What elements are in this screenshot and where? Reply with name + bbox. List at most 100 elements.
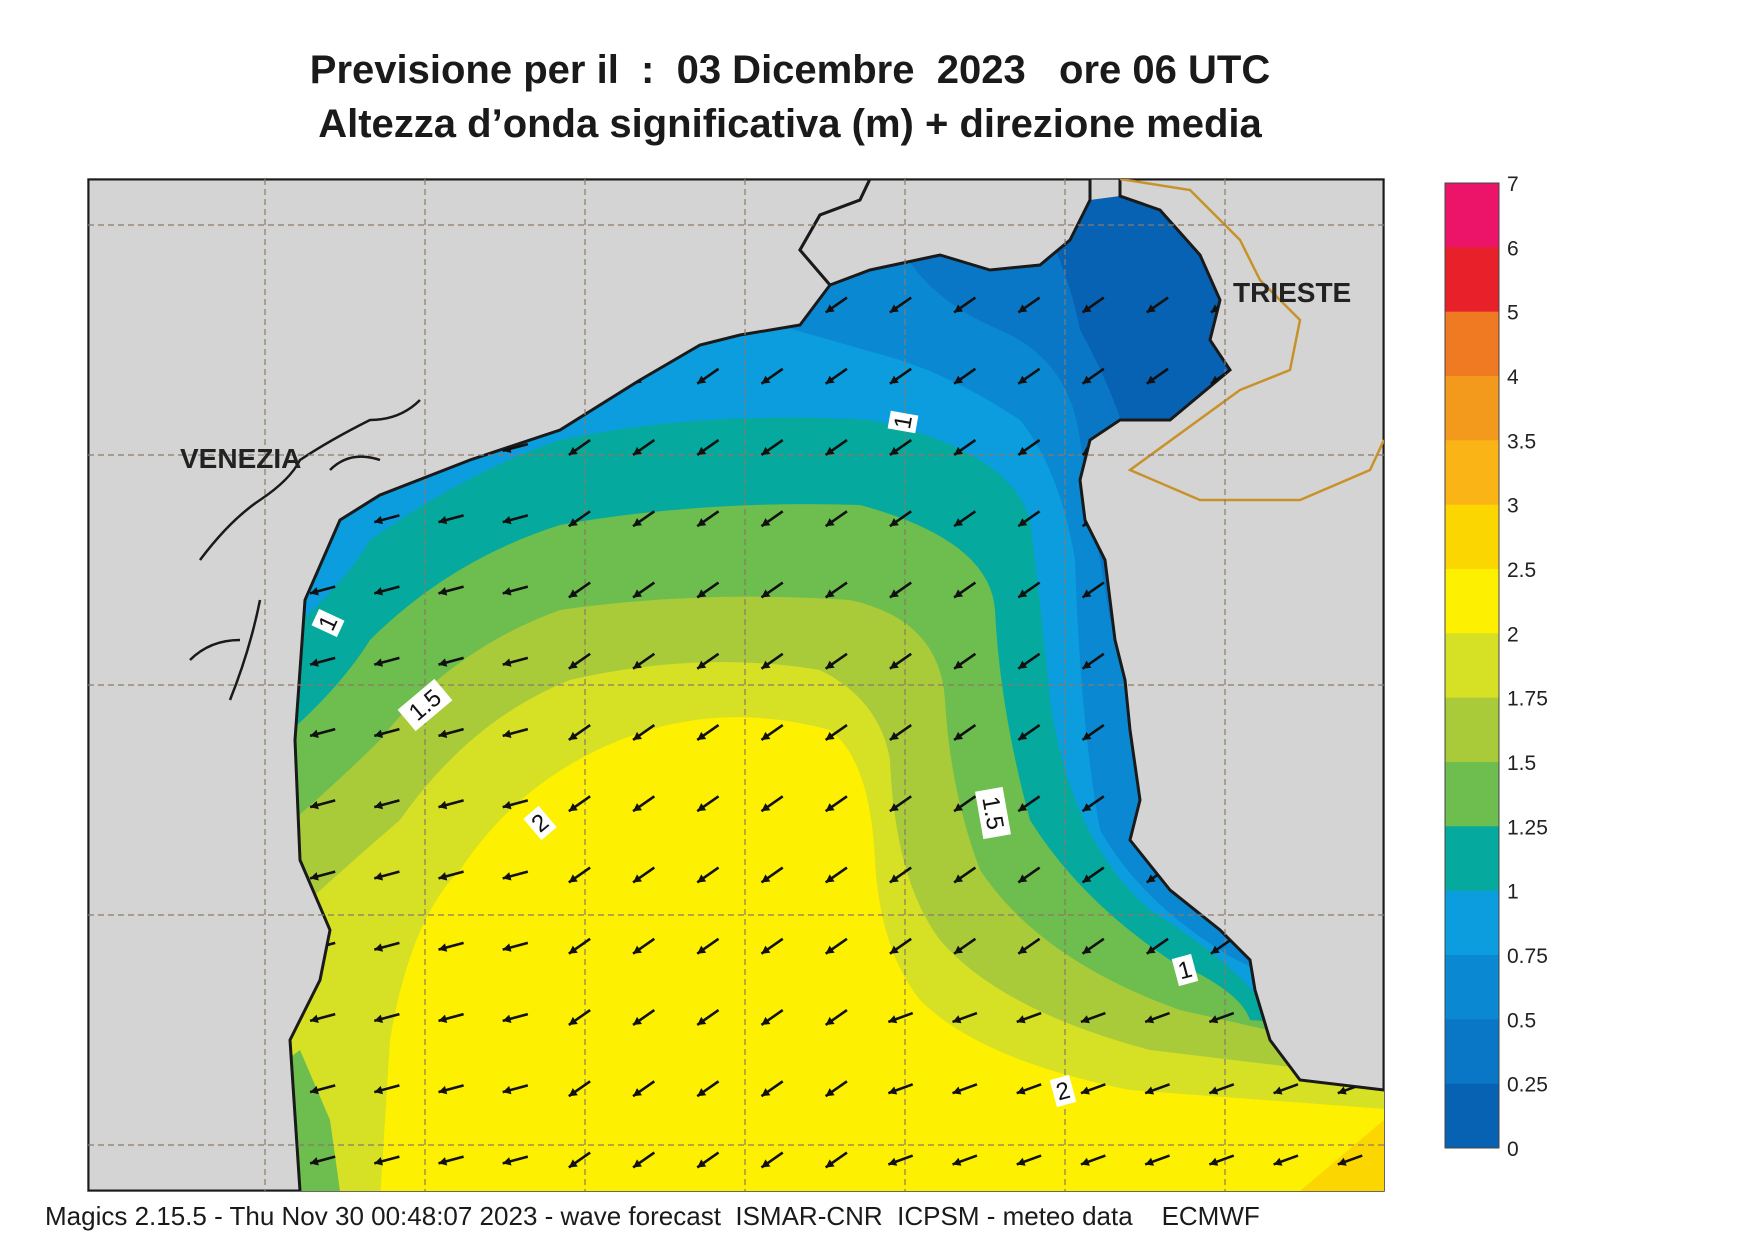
title-line-1: Previsione per il : 03 Dicembre 2023 ore… [309, 48, 1271, 92]
direction-arrow-head [889, 304, 899, 313]
direction-arrow-head [1082, 731, 1092, 740]
direction-arrow-head [438, 800, 448, 810]
direction-arrow-head [888, 1157, 898, 1166]
band-2-5-corner [1300, 1120, 1384, 1191]
direction-arrow-head [502, 943, 512, 952]
colorbar-tick-label: 5 [1507, 302, 1519, 325]
direction-arrow-head [1145, 1015, 1155, 1024]
direction-arrow-head [1273, 1086, 1283, 1095]
direction-arrow-head [374, 1157, 384, 1166]
direction-arrow-head [1146, 375, 1156, 384]
direction-arrow-head [633, 518, 642, 527]
direction-arrow-head [952, 1157, 962, 1166]
colorbar-swatch [1445, 440, 1499, 506]
direction-arrow-head [697, 731, 707, 740]
direction-arrow-head [1209, 1015, 1219, 1024]
direction-arrow-head [438, 872, 448, 881]
colorbar-tick-label: 0.5 [1507, 1009, 1536, 1032]
direction-arrow-head [1273, 1157, 1283, 1166]
direction-arrow-head [633, 945, 642, 954]
direction-arrow-head [888, 1086, 898, 1095]
colorbar-tick-label: 3 [1507, 495, 1519, 518]
contour-labels: 1 1 1.5 1.5 2 2 1 [311, 410, 1199, 1108]
colorbar-tick-label: 1.75 [1507, 688, 1548, 711]
direction-arrow-head [568, 945, 578, 954]
direction-arrow-head [633, 1016, 642, 1025]
direction-arrow-head [697, 375, 707, 384]
direction-arrow-head [310, 1085, 319, 1095]
contour-label: 1 [889, 413, 918, 431]
direction-arrow-head [633, 803, 642, 812]
direction-arrow-head [568, 731, 578, 740]
land-east [1078, 179, 1384, 1092]
direction-arrow-head [1018, 375, 1028, 384]
direction-arrow-head [1209, 1157, 1219, 1166]
colorbar-swatch [1445, 890, 1499, 956]
direction-arrow-head [954, 518, 964, 527]
direction-arrow-head [310, 729, 319, 738]
direction-arrow-head [889, 803, 899, 812]
direction-arrow-head [952, 1015, 962, 1024]
direction-arrow-head [761, 803, 771, 812]
direction-arrow-head [825, 375, 835, 384]
direction-arrow-head [954, 660, 964, 669]
direction-arrow-head [1145, 1086, 1155, 1095]
direction-arrow-head [1209, 1086, 1219, 1095]
direction-arrow-head [954, 803, 964, 812]
direction-arrow-head [310, 587, 319, 596]
title-line-2: Altezza d’onda significativa (m) + direz… [318, 102, 1262, 146]
direction-arrow-head [954, 446, 964, 455]
colorbar-swatch [1445, 633, 1499, 699]
direction-arrow-head [697, 660, 707, 669]
direction-arrow-head [889, 446, 899, 455]
direction-arrow-head [761, 589, 771, 598]
direction-arrow-head [568, 1159, 578, 1168]
direction-arrow-head [1018, 660, 1028, 669]
direction-arrow-head [1082, 375, 1092, 384]
direction-arrow-head [954, 874, 964, 883]
direction-arrow-head [697, 1159, 707, 1168]
direction-arrow-head [374, 587, 384, 596]
colorbar-tick-label: 4 [1507, 366, 1519, 389]
direction-arrow-head [502, 1014, 512, 1023]
direction-arrow-head [310, 658, 319, 667]
direction-arrow-head [374, 800, 384, 810]
direction-arrow-head [697, 446, 707, 455]
direction-arrow-head [1018, 589, 1028, 598]
band-nw-green [290, 1050, 340, 1191]
direction-arrow-head [954, 945, 964, 954]
direction-arrow-head [502, 587, 512, 596]
direction-arrow-head [761, 731, 771, 740]
colorbar-swatch [1445, 955, 1499, 1020]
direction-arrow-head [310, 1014, 319, 1023]
direction-arrow-head [825, 446, 835, 455]
direction-arrow-head [1080, 1015, 1090, 1024]
direction-arrow-head [825, 1088, 835, 1097]
direction-arrow-head [761, 446, 771, 455]
direction-arrow-head [1016, 1157, 1026, 1166]
direction-arrow-head [889, 731, 899, 740]
direction-arrow-head [568, 660, 578, 669]
coastline [88, 179, 1384, 1191]
direction-arrow-head [1016, 1086, 1026, 1095]
direction-arrow-head [374, 943, 384, 952]
direction-arrow-head [1018, 945, 1028, 954]
place-venezia: VENEZIA [180, 443, 301, 474]
direction-arrow-head [438, 515, 448, 525]
direction-arrow-head [1082, 660, 1092, 669]
direction-arrow-head [633, 731, 642, 740]
direction-arrow-head [1080, 1157, 1090, 1166]
direction-arrow-head [502, 872, 512, 881]
direction-arrow-head [697, 1016, 707, 1025]
colorbar-tick-label: 1.25 [1507, 816, 1548, 839]
direction-arrow-head [825, 945, 835, 954]
direction-arrow-head [1018, 446, 1028, 455]
direction-arrow-head [825, 1159, 835, 1168]
colorbar-tick-label: 0 [1507, 1138, 1519, 1161]
colorbar-tick-label: 0.75 [1507, 945, 1548, 968]
direction-arrow-head [568, 446, 578, 455]
direction-arrow-head [1082, 874, 1092, 883]
colorbar-legend: 7 6 5 4 3.5 3 2.5 2 1.75 1.5 1.25 1 0.75 0.5 0.25 0 [1444, 173, 1548, 1161]
direction-arrow-head [1082, 304, 1092, 313]
direction-arrow-head [438, 1157, 448, 1166]
